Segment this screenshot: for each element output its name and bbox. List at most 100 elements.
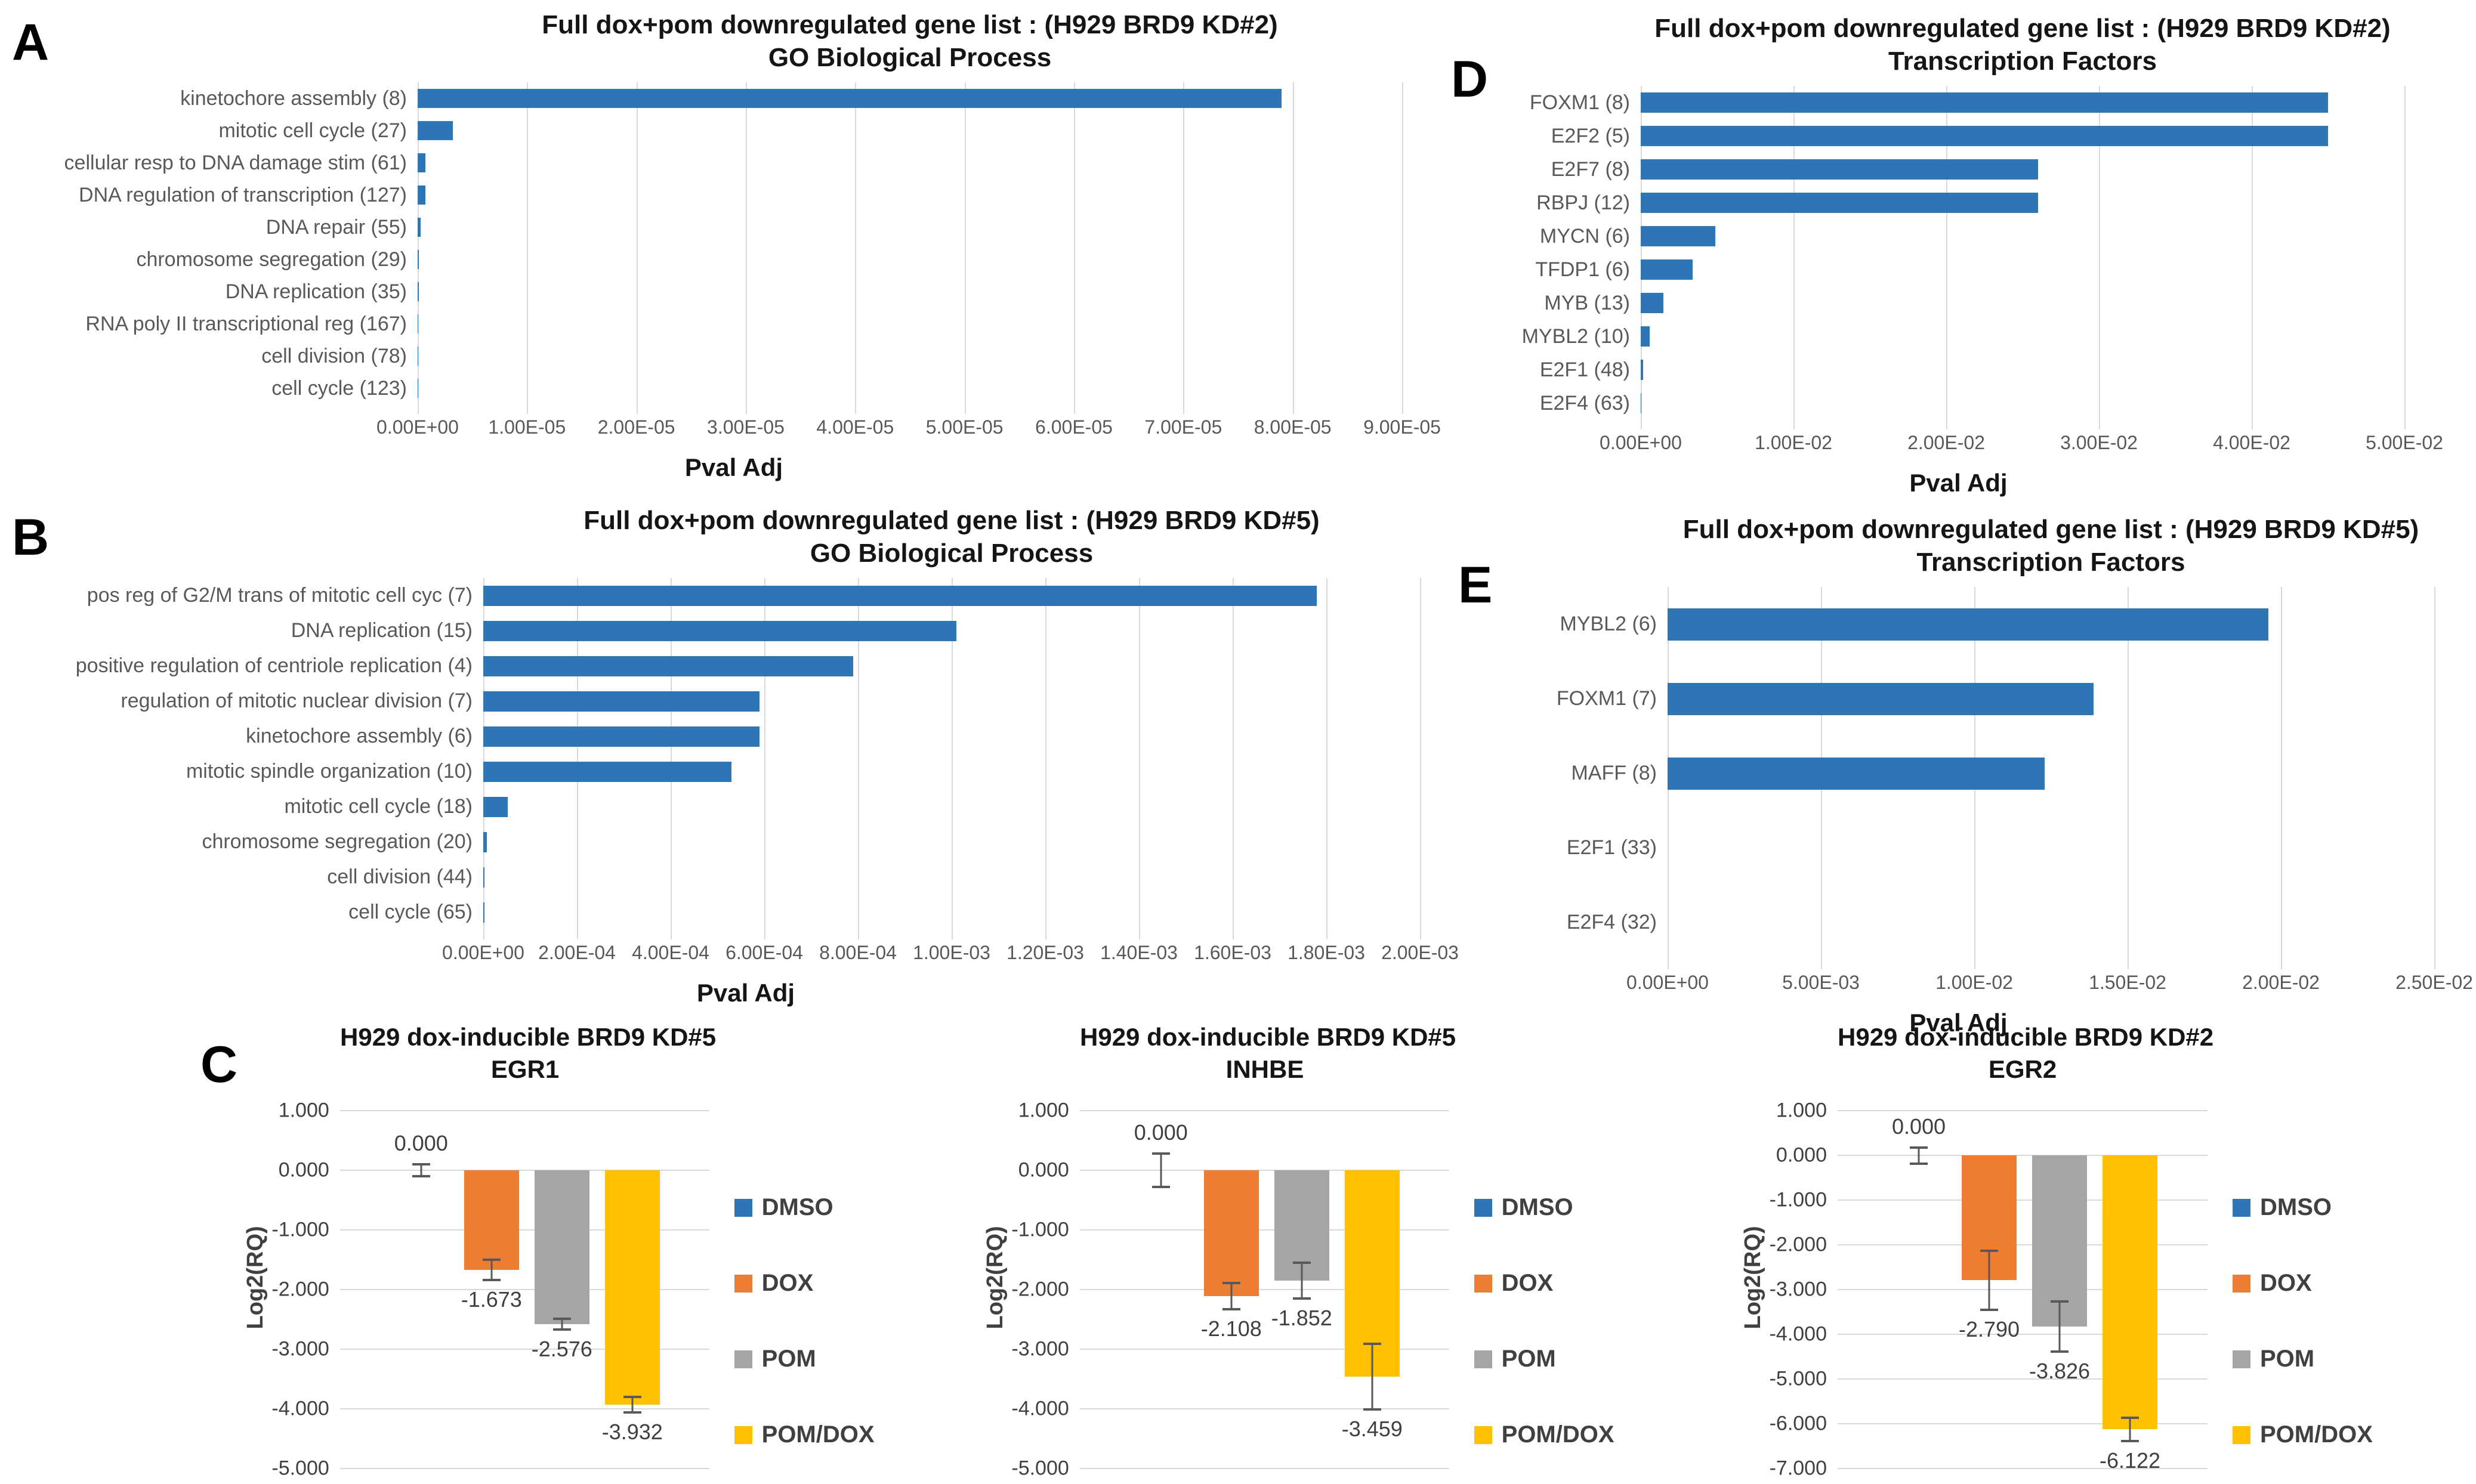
plot-area: 0.000 -2.790 -3.826 -6.122	[1838, 1110, 2208, 1473]
y-tick-label: -3.000	[1769, 1278, 1827, 1301]
x-tick-label: 8.00E-04	[819, 942, 897, 963]
category-label: MYBL2 (10)	[1521, 324, 1630, 348]
category-label: cell division (78)	[261, 344, 407, 367]
bar	[418, 186, 425, 205]
error-bar	[420, 1164, 422, 1176]
bar	[418, 121, 453, 140]
x-tick-label: 1.00E-02	[1935, 972, 2013, 993]
chart-title: Full dox+pom downregulated gene list : (…	[1668, 513, 2434, 579]
bar	[418, 218, 421, 237]
category-axis: MYBL2 (6) FOXM1 (7) MAFF (8) E2F1 (33) E2F4 …	[1444, 587, 1668, 960]
legend-item: DMSO	[734, 1194, 833, 1221]
x-tick-label: 0.00E+00	[376, 416, 459, 438]
legend-label: DMSO	[2260, 1194, 2332, 1220]
legend-swatch	[734, 1198, 752, 1217]
gridline	[2099, 86, 2100, 429]
x-tick-label: 4.00E-02	[2213, 432, 2290, 453]
gridline	[1838, 1334, 2208, 1335]
panel-letter-d: D	[1451, 51, 1489, 108]
gridline	[671, 578, 672, 939]
error-bar-cap	[1980, 1308, 1998, 1311]
x-tick-label: 4.00E-05	[816, 416, 894, 438]
gridline	[1079, 1468, 1449, 1469]
category-label: pos reg of G2/M trans of mitotic cell cy…	[87, 584, 473, 607]
legend-item: POM	[1474, 1346, 1556, 1372]
error-bar-cap	[1363, 1342, 1381, 1345]
panel-letter-a: A	[12, 14, 50, 71]
panel-letter-c: C	[200, 1036, 238, 1093]
bar	[418, 282, 419, 301]
category-label: E2F2 (5)	[1551, 124, 1630, 147]
bar	[1641, 126, 2328, 146]
error-bar-cap	[1151, 1152, 1170, 1155]
bar	[2032, 1155, 2087, 1327]
gridline	[339, 1110, 709, 1111]
gridline	[339, 1468, 709, 1469]
gridline	[1079, 1110, 1449, 1111]
gridline	[1402, 82, 1403, 414]
error-bar	[1988, 1250, 1990, 1310]
legend-label: DMSO	[761, 1194, 833, 1220]
gridline	[1233, 578, 1234, 939]
legend-swatch	[1474, 1198, 1492, 1217]
panel-letter-b: B	[12, 509, 50, 566]
x-axis: 0.00E+00 1.00E-05 2.00E-05 3.00E-05 4.00E-05…	[376, 416, 1441, 444]
legend-swatch	[1474, 1426, 1492, 1444]
y-tick-label: 1.000	[1776, 1099, 1827, 1122]
category-label: DNA replication (15)	[291, 619, 473, 642]
chart-plot-area: Log2(RQ) 1.000 0.000 -1.000 -2.000 -3.000 -4.0…	[233, 1099, 937, 1480]
bar	[1641, 226, 1716, 246]
y-tick-label: -1.000	[1011, 1218, 1069, 1241]
error-bar-cap	[412, 1163, 430, 1165]
legend-label: POM/DOX	[2260, 1421, 2373, 1448]
chart-plot-area: Log2(RQ) 1.000 0.000 -1.000 -2.000 -3.000 -4.0…	[973, 1099, 1677, 1480]
error-bar	[1230, 1282, 1233, 1309]
bar	[483, 726, 760, 747]
legend-item: DMSO	[2233, 1194, 2332, 1221]
plot-area	[418, 82, 1403, 414]
y-axis: 1.000 0.000 -1.000 -2.000 -3.000 -4.000 -5.000	[1008, 1099, 1080, 1480]
gridline	[1838, 1468, 2208, 1469]
error-bar	[2058, 1301, 2061, 1352]
category-label: FOXM1 (7)	[1556, 687, 1657, 710]
gridline	[964, 82, 966, 414]
value-label: -3.826	[2029, 1358, 2091, 1383]
category-label: cell division (44)	[327, 865, 473, 888]
gridline	[418, 82, 419, 414]
category-label: E2F1 (33)	[1566, 836, 1657, 859]
go-bp-kd2-chart: Full dox+pom downregulated gene list : (…	[18, 8, 1450, 482]
legend-item: POM/DOX	[1474, 1421, 1614, 1448]
category-label: MAFF (8)	[1571, 762, 1657, 784]
bar	[464, 1170, 519, 1270]
legend-item: DOX	[1474, 1270, 1553, 1297]
gridline	[764, 578, 765, 939]
plot-area: 0.000 -2.108 -1.852 -3.459	[1079, 1110, 1449, 1469]
gridline	[1838, 1423, 2208, 1424]
legend-label: POM/DOX	[761, 1421, 875, 1448]
error-bar-cap	[2051, 1350, 2069, 1353]
legend-item: POM	[734, 1346, 816, 1372]
gridline	[1420, 578, 1421, 939]
category-label: mitotic cell cycle (27)	[218, 119, 407, 142]
x-tick-label: 0.00E+00	[442, 942, 524, 963]
chart-plot-area: kinetochore assembly (8) mitotic cell cyc…	[18, 82, 1450, 414]
gridline	[1793, 86, 1795, 429]
error-bar	[1371, 1343, 1373, 1409]
chart-title: Full dox+pom downregulated gene list : (…	[483, 504, 1420, 570]
y-tick-label: -2.000	[1011, 1278, 1069, 1301]
category-label: DNA repair (55)	[265, 215, 407, 239]
bar	[483, 902, 484, 923]
chart-plot-area: Log2(RQ) 1.000 0.000 -1.000 -2.000 -3.000 -4.0…	[1730, 1099, 2476, 1480]
tf-kd2-chart: Full dox+pom downregulated gene list : (…	[1444, 12, 2473, 497]
category-axis: pos reg of G2/M trans of mitotic cell cy…	[18, 578, 483, 930]
x-tick-label: 1.00E-02	[1755, 432, 1832, 453]
bar	[2103, 1155, 2157, 1430]
y-axis-title: Log2(RQ)	[243, 1226, 268, 1330]
error-bar-cap	[1222, 1281, 1240, 1284]
bar	[483, 796, 508, 817]
value-label: 0.000	[1134, 1120, 1188, 1145]
category-label: MYCN (6)	[1539, 224, 1630, 248]
legend-label: DMSO	[1501, 1194, 1573, 1220]
error-bar	[631, 1397, 634, 1413]
legend: DMSO DOX POM POM/DOX	[734, 1111, 937, 1468]
